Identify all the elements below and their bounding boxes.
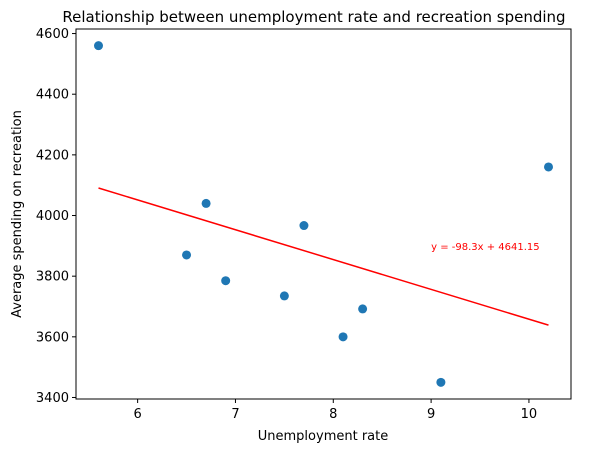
scatter-point xyxy=(94,41,103,51)
scatter-point xyxy=(299,221,309,231)
x-tick-label: 7 xyxy=(231,407,239,422)
scatter-point xyxy=(182,250,192,260)
y-tick-label: 4200 xyxy=(36,148,69,163)
y-tick-label: 3600 xyxy=(36,330,69,345)
x-tick-label: 8 xyxy=(329,407,337,422)
y-axis: 3400 3600 3800 4000 4200 4400 4600 xyxy=(36,27,76,406)
scatter-point xyxy=(544,162,553,172)
trendline xyxy=(98,187,549,326)
y-tick-label: 3800 xyxy=(36,270,69,285)
y-tick-label: 4600 xyxy=(36,27,69,42)
scatter-point xyxy=(338,332,348,342)
y-tick-label: 3400 xyxy=(36,391,69,406)
scatter-point xyxy=(358,304,368,314)
x-axis: 6 7 8 9 10 xyxy=(133,399,537,422)
scatter-point xyxy=(279,291,289,301)
plot-frame xyxy=(75,28,572,400)
x-tick-label: 9 xyxy=(427,407,435,422)
y-tick-label: 4000 xyxy=(36,209,69,224)
x-axis-label: Unemployment rate xyxy=(258,429,388,444)
scatter-point xyxy=(221,276,231,286)
scatter-point xyxy=(201,198,211,208)
trendline-equation: y = -98.3x + 4641.15 xyxy=(431,242,540,253)
x-tick-label: 10 xyxy=(521,407,538,422)
y-tick-label: 4400 xyxy=(36,88,69,103)
x-tick-label: 6 xyxy=(133,407,141,422)
y-axis-label: Average spending on recreation xyxy=(10,110,25,318)
plot-area: y = -98.3x + 4641.15 xyxy=(94,41,553,387)
chart-title: Relationship between unemployment rate a… xyxy=(62,8,565,26)
scatter-point xyxy=(436,377,446,387)
